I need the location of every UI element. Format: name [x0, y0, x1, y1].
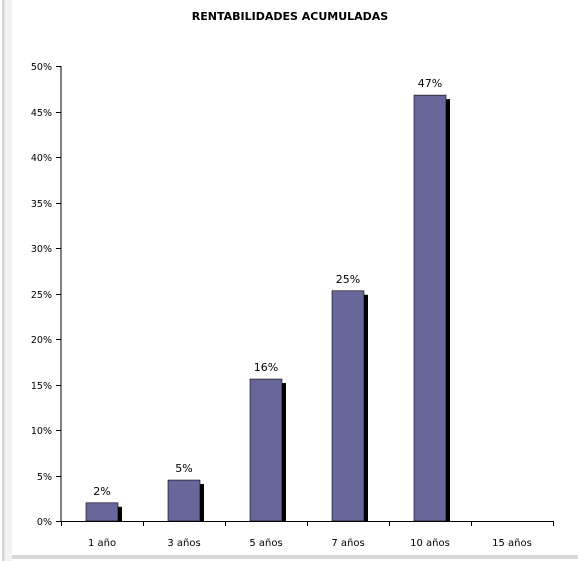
chart-title: RENTABILIDADES ACUMULADAS: [192, 10, 389, 23]
y-tick-label: 15%: [31, 381, 52, 392]
left-border-rule: [2, 0, 12, 561]
y-tick-label: 45%: [31, 108, 52, 119]
data-labels: 2% 5% 16% 25% 47%: [93, 77, 442, 498]
bar: [249, 378, 283, 522]
y-tick-label: 10%: [31, 426, 52, 437]
x-tick-label: 5 años: [249, 538, 282, 549]
y-tick-label: 20%: [31, 335, 52, 346]
y-axis: 0% 5% 10% 15% 20% 25% 30% 35% 40% 45% 50%: [31, 62, 62, 528]
bar: [413, 94, 447, 522]
x-tick-label: 10 años: [410, 538, 450, 549]
y-tick-label: 35%: [31, 199, 52, 210]
bar-data-label: 47%: [418, 77, 442, 90]
x-axis: 1 año 3 años 5 años 7 años 10 años 15 años: [61, 521, 554, 549]
x-tick-label: 3 años: [167, 538, 200, 549]
bar-data-label: 2%: [93, 485, 110, 498]
x-tick-label: 7 años: [331, 538, 364, 549]
bar-data-label: 25%: [336, 273, 360, 286]
y-tick-label: 25%: [31, 290, 52, 301]
bar: [167, 479, 201, 522]
y-tick-label: 50%: [31, 62, 52, 73]
x-tick-label: 1 año: [88, 538, 116, 549]
x-tick-label: 15 años: [492, 538, 532, 549]
y-tick-label: 5%: [37, 472, 52, 483]
bar: [331, 290, 365, 522]
y-tick-label: 40%: [31, 153, 52, 164]
bars: [85, 94, 450, 522]
bar-data-label: 5%: [175, 462, 192, 475]
bar-data-label: 16%: [254, 361, 278, 374]
bottom-border-rule: [12, 555, 578, 559]
bar: [85, 502, 119, 522]
y-tick-label: 30%: [31, 244, 52, 255]
y-tick-label: 0%: [37, 517, 52, 528]
